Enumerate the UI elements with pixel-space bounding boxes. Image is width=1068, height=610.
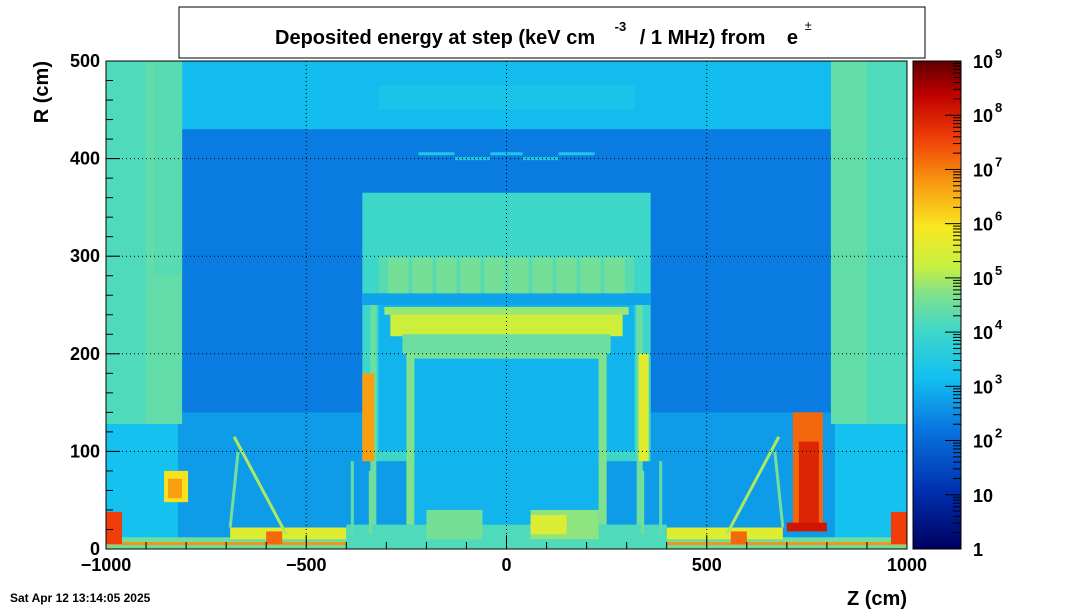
- muon-chamber-2: [436, 258, 457, 294]
- x-tick-label: 500: [692, 555, 722, 575]
- heat-cell-right-hot-core: [798, 441, 819, 530]
- heat-cell-floor-band-right: [666, 527, 783, 540]
- heat-cell-solenoid-left: [406, 353, 415, 525]
- timestamp: Sat Apr 12 13:14:05 2025: [10, 591, 151, 605]
- colorbar-label: 10 5: [973, 263, 1002, 289]
- colorbar-label: 10 4: [973, 317, 1003, 343]
- colorbar-label: 10 2: [973, 426, 1002, 452]
- colorbar-label: 10 8: [973, 100, 1002, 126]
- chart-title: Deposited energy at step (keV cm -3 / 1 …: [275, 14, 812, 49]
- y-tick-label: 500: [70, 51, 100, 71]
- colorbar-label: 10 6: [973, 209, 1002, 235]
- colorbar-label: 10 9: [973, 46, 1002, 72]
- heat-cell-nose-left: [426, 509, 483, 540]
- title-particle: e: [787, 27, 798, 49]
- heat-cell-floor-band-left: [230, 527, 347, 540]
- title-main: Deposited energy at step (keV cm: [275, 27, 595, 49]
- colorbar: [912, 60, 962, 550]
- heat-cell-right-hot-base: [786, 522, 827, 532]
- heat-cell-blue-gap: [362, 293, 651, 305]
- heat-line-0: [228, 451, 240, 528]
- x-tick-label: 0: [501, 555, 511, 575]
- muon-chamber-5: [508, 258, 529, 294]
- heat-cell-floor-hot-left: [266, 531, 283, 545]
- y-tick-label: 300: [70, 246, 100, 266]
- title-middle: / 1 MHz) from: [640, 27, 766, 49]
- title-particle-sup: ±: [805, 18, 812, 33]
- x-tick-label: 1000: [887, 555, 927, 575]
- x-axis-label: Z (cm): [847, 588, 907, 610]
- heat-cell-calorimeter-edge: [384, 306, 629, 315]
- muon-chamber-9: [604, 258, 625, 294]
- heat-line-1: [232, 436, 288, 536]
- muon-chamber-4: [484, 258, 505, 294]
- x-tick-label: −500: [286, 555, 327, 575]
- title-exponent: -3: [615, 19, 627, 34]
- heat-line-6: [773, 451, 785, 528]
- colorbar-label: 10 3: [973, 371, 1002, 397]
- y-tick-label: 400: [70, 149, 100, 169]
- heat-cell-nose-right-hot: [530, 514, 567, 535]
- colorbar-label: 10: [973, 486, 993, 506]
- y-tick-label: 200: [70, 344, 100, 364]
- y-tick-label: 0: [90, 539, 100, 559]
- axes: −1000 −500 0 500 1000 0 100 200 300 400 500: [70, 51, 927, 575]
- heat-cell-tracker: [414, 353, 599, 525]
- heat-cell-right-endcap-inner: [866, 61, 907, 425]
- y-tick-label: 100: [70, 441, 100, 461]
- muon-chamber-7: [556, 258, 577, 294]
- grid-lines: [106, 61, 907, 549]
- muon-chamber-3: [460, 258, 481, 294]
- heat-cell-left-endcap-upper: [154, 61, 183, 276]
- heat-cell-far-left-hot: [106, 511, 123, 545]
- x-tick-label: −1000: [81, 555, 132, 575]
- heat-cell-floor-hot-right: [730, 531, 747, 545]
- title-box: [178, 6, 926, 59]
- muon-chamber-0: [388, 258, 409, 294]
- heat-cell-hot-right: [638, 353, 649, 462]
- heat-cell-tracker-frame: [406, 351, 607, 359]
- heat-cell-far-right-hot: [890, 511, 907, 545]
- muon-chamber-1: [412, 258, 433, 294]
- heat-cell-left-block-inner: [168, 478, 183, 499]
- colorbar-label: 10 7: [973, 154, 1002, 180]
- y-axis-label: R (cm): [31, 61, 53, 123]
- muon-chamber-6: [532, 258, 553, 294]
- heat-line-7: [725, 436, 781, 536]
- heat-cell-left-endcap-inner: [106, 61, 147, 425]
- colorbar-label: 1: [973, 540, 983, 560]
- heat-cell-hot-left: [362, 373, 375, 462]
- heat-cell-calo-base: [402, 334, 611, 354]
- muon-chamber-8: [580, 258, 601, 294]
- heat-cell-solenoid-right: [598, 353, 607, 525]
